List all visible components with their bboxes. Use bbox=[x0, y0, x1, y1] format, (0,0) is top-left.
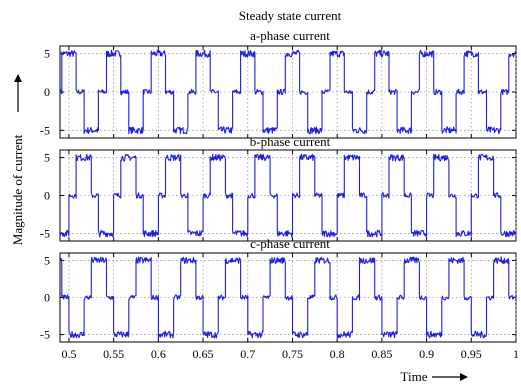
y-axis-arrow-head bbox=[14, 74, 22, 82]
series-line bbox=[59, 153, 517, 238]
y-axis-label-group: Magnitude of current bbox=[10, 74, 25, 245]
panel-subtitle: a-phase current bbox=[250, 28, 330, 43]
x-tick-label: 0.85 bbox=[371, 347, 392, 361]
y-tick-label: 0 bbox=[44, 291, 50, 305]
x-tick-label: 0.8 bbox=[330, 347, 345, 361]
a-phase-panel: -5 0 5 a-phase current bbox=[40, 28, 517, 139]
c-phase-panel: -5 0 5 c-phase current bbox=[40, 236, 517, 343]
y-tick-label: 5 bbox=[44, 47, 50, 61]
x-tick-label: 0.9 bbox=[419, 347, 434, 361]
y-tick-label: 5 bbox=[44, 253, 50, 267]
chart-title: Steady state current bbox=[239, 8, 342, 23]
x-tick-label: 0.55 bbox=[103, 347, 124, 361]
x-tick-label: 0.95 bbox=[461, 347, 482, 361]
series-line bbox=[59, 256, 517, 339]
x-tick-label: 0.6 bbox=[151, 347, 166, 361]
y-tick-label: 0 bbox=[44, 189, 50, 203]
x-tick-label: 0.75 bbox=[282, 347, 303, 361]
y-tick-label: -5 bbox=[40, 226, 50, 240]
x-axis-ticks: 0.5 0.55 0.6 0.65 0.7 0.75 0.8 0.85 0.9 0.95 1 bbox=[61, 347, 519, 361]
y-axis-label: Magnitude of current bbox=[10, 134, 25, 245]
x-tick-label: 1 bbox=[513, 347, 519, 361]
series-line bbox=[59, 49, 517, 135]
x-tick-label: 0.5 bbox=[61, 347, 76, 361]
x-tick-label: 0.7 bbox=[240, 347, 255, 361]
panel-subtitle: c-phase current bbox=[250, 236, 330, 251]
b-phase-panel: -5 0 5 b-phase current bbox=[40, 134, 517, 242]
y-tick-label: 5 bbox=[44, 151, 50, 165]
y-tick-label: -5 bbox=[40, 328, 50, 342]
y-tick-label: 0 bbox=[44, 85, 50, 99]
x-tick-label: 0.65 bbox=[193, 347, 214, 361]
panel-subtitle: b-phase current bbox=[250, 134, 331, 149]
x-axis-label: Time bbox=[401, 369, 428, 384]
y-tick-label: -5 bbox=[40, 123, 50, 137]
x-axis-arrow-head bbox=[460, 373, 468, 381]
